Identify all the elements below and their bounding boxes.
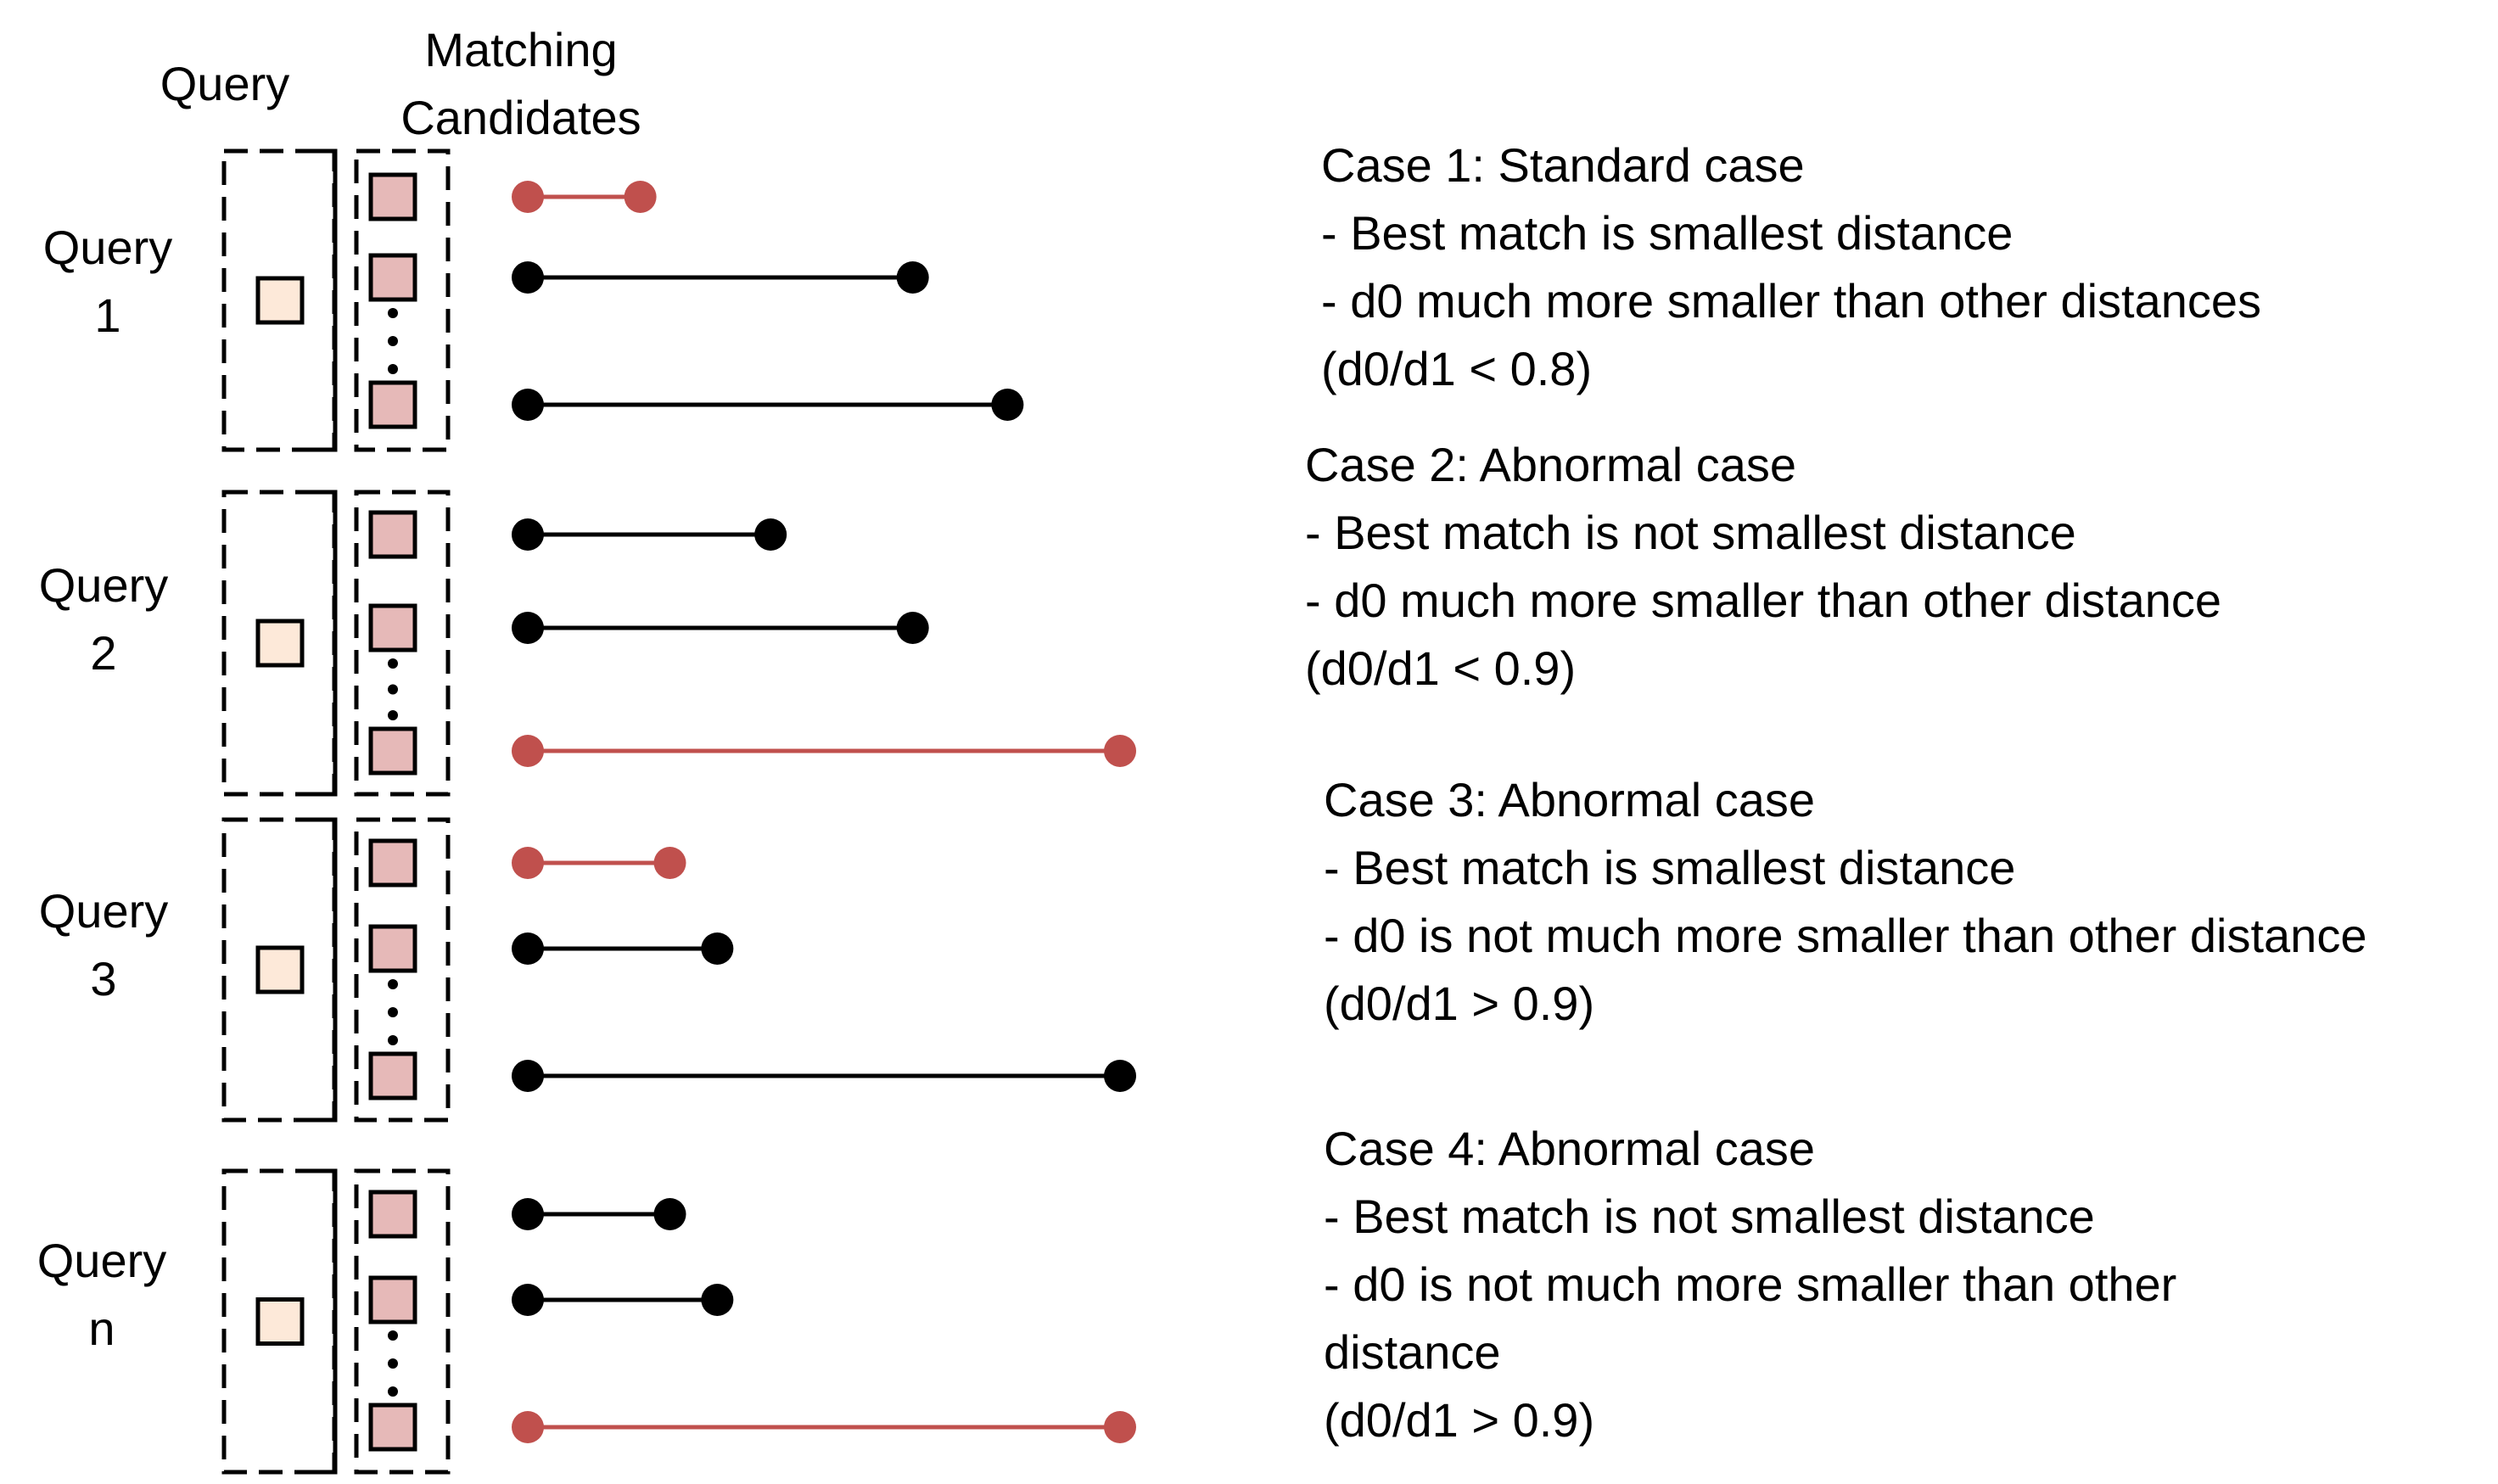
case-title: Case 2: Abnormal case (1305, 438, 1796, 491)
case-description-line: - Best match is smallest distance (1324, 841, 2015, 894)
candidate-descriptor-square (368, 1190, 417, 1239)
candidate-descriptor-square (368, 924, 417, 973)
distance-end-dot (701, 1284, 734, 1316)
query-bracket (301, 490, 338, 797)
candidate-descriptor-square (368, 838, 417, 888)
case-description-line: - d0 is not much more smaller than other… (1324, 909, 2366, 962)
candidate-descriptor-square (368, 1051, 417, 1100)
best-match-start-dot (512, 735, 544, 767)
best-match-end-dot (653, 847, 686, 879)
candidates-dashed-box (354, 1168, 451, 1475)
query-index: 1 (94, 288, 120, 342)
distance-start-dot (512, 261, 544, 294)
case-title: Case 1: Standard case (1321, 138, 1805, 192)
distance-end-dot (1104, 1060, 1136, 1092)
distance-start-dot (512, 389, 544, 421)
ellipsis-dot (388, 658, 398, 669)
candidate-descriptor-square (368, 172, 417, 221)
query-group-1: Query 1 Case 1: Standard case - Best match … (43, 138, 2261, 452)
case-description-line: - d0 is not much more smaller than other (1324, 1257, 2176, 1311)
query-group-4: Query n Case 4: Abnormal case - Best match … (37, 1122, 2176, 1475)
ellipsis-dot (388, 308, 398, 318)
distance-end-dot (653, 1198, 686, 1230)
best-match-start-dot (512, 1411, 544, 1443)
query-descriptor-square (255, 276, 305, 325)
distance-start-dot (512, 932, 544, 965)
case-title: Case 3: Abnormal case (1324, 773, 1815, 826)
distance-start-dot (512, 1198, 544, 1230)
candidate-descriptor-square (368, 253, 417, 302)
candidates-column-header-line1: Matching (424, 23, 617, 76)
query-bracket (301, 817, 338, 1123)
ellipsis-dot (388, 979, 398, 989)
query-label: Query (39, 558, 169, 612)
ellipsis-dot (388, 684, 398, 695)
ellipsis-dot (388, 1035, 398, 1045)
ellipsis-dot (388, 364, 398, 374)
ellipsis-dot (388, 1358, 398, 1369)
case-description-line: - d0 much more smaller than other distan… (1305, 574, 2221, 627)
case-description-line: distance (1324, 1325, 1501, 1379)
distance-start-dot (512, 518, 544, 551)
candidate-descriptor-square (368, 1403, 417, 1452)
distance-end-dot (896, 261, 929, 294)
candidate-descriptor-square (368, 1275, 417, 1324)
query-index: 2 (90, 626, 116, 680)
candidates-dashed-box (354, 817, 451, 1123)
candidates-dashed-box (354, 148, 451, 452)
best-match-start-dot (512, 181, 544, 213)
distance-start-dot (512, 612, 544, 644)
ellipsis-dot (388, 1007, 398, 1017)
query-label: Query (43, 221, 173, 274)
candidates-column-header-line2: Candidates (400, 91, 641, 144)
ellipsis-dot (388, 710, 398, 720)
candidate-descriptor-square (368, 380, 417, 429)
case-description-line: - Best match is not smallest distance (1305, 506, 2076, 559)
distance-start-dot (512, 1284, 544, 1316)
query-label: Query (39, 884, 169, 938)
best-match-end-dot (1104, 735, 1136, 767)
best-match-end-dot (624, 181, 657, 213)
groups-layer: Query 1 Case 1: Standard case - Best match … (37, 138, 2366, 1475)
query-index: 3 (90, 952, 116, 1005)
query-label: Query (37, 1234, 167, 1287)
distance-start-dot (512, 1060, 544, 1092)
query-descriptor-square (255, 945, 305, 994)
ellipsis-dot (388, 336, 398, 346)
distance-end-dot (896, 612, 929, 644)
best-match-start-dot (512, 847, 544, 879)
candidate-descriptor-square (368, 726, 417, 776)
distance-end-dot (991, 389, 1024, 421)
query-bracket (301, 1168, 338, 1475)
query-index: n (88, 1302, 115, 1355)
query-bracket (301, 148, 338, 452)
candidate-descriptor-square (368, 603, 417, 652)
case-description-line: - Best match is smallest distance (1321, 206, 2013, 260)
case-description-line: - Best match is not smallest distance (1324, 1190, 2095, 1243)
case-description-line: (d0/d1 < 0.9) (1305, 641, 1576, 695)
case-title: Case 4: Abnormal case (1324, 1122, 1815, 1175)
best-match-end-dot (1104, 1411, 1136, 1443)
query-descriptor-square (255, 619, 305, 668)
query-descriptor-square (255, 1297, 305, 1346)
case-description-line: (d0/d1 < 0.8) (1321, 342, 1592, 395)
case-description-line: (d0/d1 > 0.9) (1324, 977, 1594, 1030)
ellipsis-dot (388, 1386, 398, 1397)
query-group-3: Query 3 Case 3: Abnormal case - Best match … (39, 773, 2366, 1123)
query-column-header: Query (160, 57, 290, 110)
ellipsis-dot (388, 1330, 398, 1341)
distance-end-dot (754, 518, 787, 551)
case-description-line: - d0 much more smaller than other distan… (1321, 274, 2261, 328)
distance-end-dot (701, 932, 734, 965)
candidates-dashed-box (354, 490, 451, 797)
query-group-2: Query 2 Case 2: Abnormal case - Best match … (39, 438, 2221, 797)
candidate-descriptor-square (368, 510, 417, 559)
case-description-line: (d0/d1 > 0.9) (1324, 1393, 1594, 1447)
